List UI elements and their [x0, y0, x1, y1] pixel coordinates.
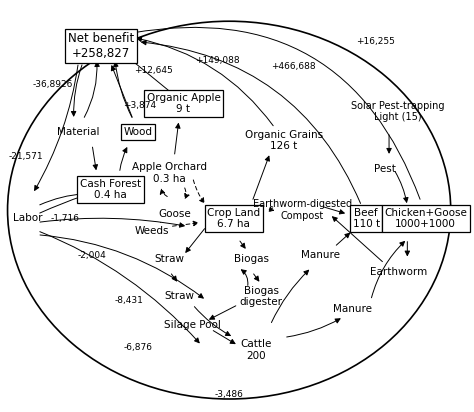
Text: Organic Grains
126 t: Organic Grains 126 t [245, 129, 323, 151]
Text: +12,645: +12,645 [134, 66, 173, 75]
Text: Silage Pool: Silage Pool [164, 320, 221, 330]
Text: Earthworm-digested
Compost: Earthworm-digested Compost [253, 199, 352, 221]
Text: Beef
110 t: Beef 110 t [353, 208, 380, 229]
Text: Net benefit
+258,827: Net benefit +258,827 [68, 32, 134, 60]
Text: Manure: Manure [333, 304, 372, 314]
Text: -21,571: -21,571 [9, 152, 43, 161]
Text: Cattle
200: Cattle 200 [241, 339, 272, 360]
Text: Labor: Labor [13, 213, 43, 223]
Text: -6,876: -6,876 [123, 343, 152, 352]
Text: Manure: Manure [301, 250, 340, 260]
Text: +16,255: +16,255 [356, 37, 395, 46]
Text: +466,688: +466,688 [271, 62, 315, 71]
Text: Apple Orchard
0.3 ha: Apple Orchard 0.3 ha [132, 162, 207, 184]
Text: Weeds: Weeds [134, 226, 169, 236]
Text: Chicken+Goose
1000+1000: Chicken+Goose 1000+1000 [384, 208, 467, 229]
Text: Wood: Wood [123, 127, 152, 137]
Text: Material: Material [57, 127, 100, 137]
Text: Cash Forest
0.4 ha: Cash Forest 0.4 ha [80, 179, 141, 200]
Text: Straw: Straw [164, 291, 194, 301]
Text: -8,431: -8,431 [114, 296, 143, 305]
Text: -36,8926: -36,8926 [33, 80, 73, 89]
Text: Pest: Pest [374, 164, 395, 174]
Text: -3,486: -3,486 [215, 391, 244, 399]
Text: Crop Land
6.7 ha: Crop Land 6.7 ha [207, 208, 260, 229]
Text: +149,088: +149,088 [195, 56, 240, 65]
Text: Goose: Goose [158, 209, 191, 219]
Text: Organic Apple
9 t: Organic Apple 9 t [146, 93, 220, 114]
Text: Biogas
digester: Biogas digester [240, 286, 283, 307]
Text: -1,716: -1,716 [50, 214, 79, 223]
Text: +3,874: +3,874 [124, 101, 156, 110]
Text: -2,004: -2,004 [78, 251, 107, 260]
Text: Straw: Straw [155, 254, 185, 265]
Text: Earthworm: Earthworm [370, 267, 427, 277]
Text: Biogas: Biogas [235, 254, 270, 265]
Text: Solar Pest-trapping
Light (15): Solar Pest-trapping Light (15) [351, 101, 445, 122]
